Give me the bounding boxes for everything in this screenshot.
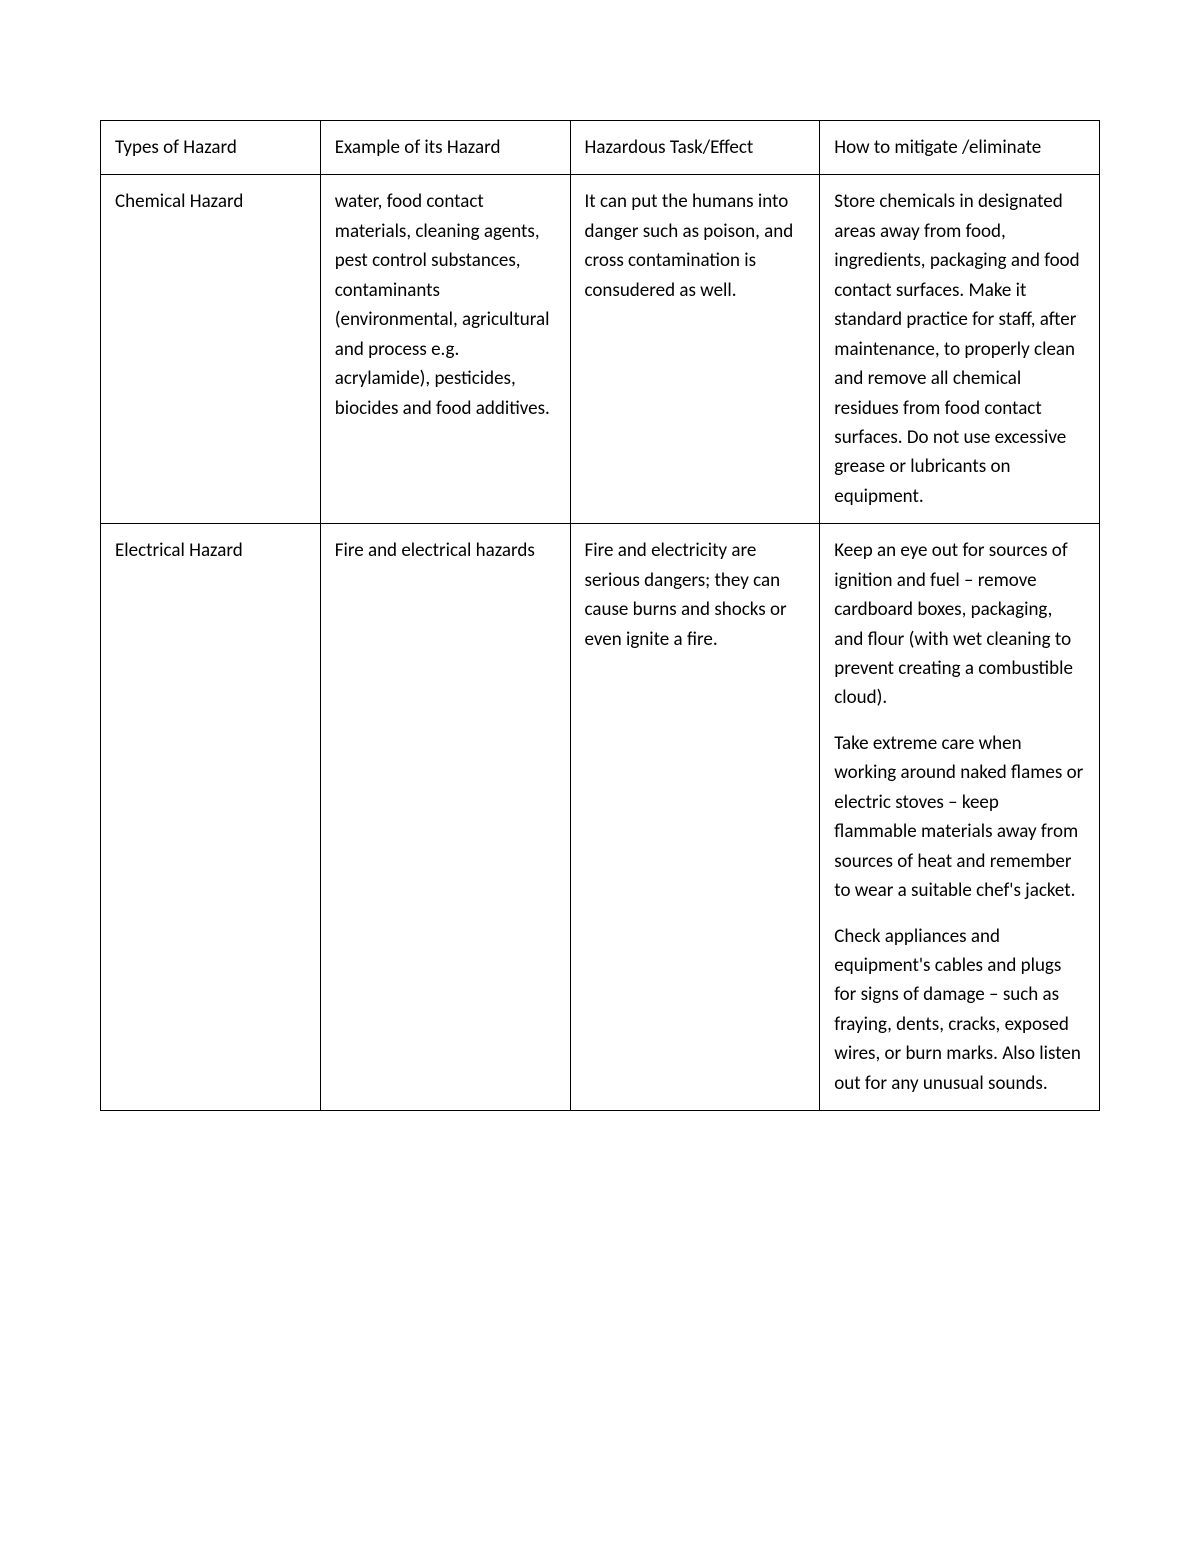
- mitigate-paragraph: Take extreme care when working around na…: [834, 729, 1085, 906]
- header-effect: Hazardous Task/Effect: [570, 121, 820, 175]
- header-types: Types of Hazard: [101, 121, 321, 175]
- cell-mitigate: Keep an eye out for sources of ignition …: [820, 524, 1100, 1111]
- cell-mitigate: Store chemicals in designated areas away…: [820, 175, 1100, 524]
- cell-example: Fire and electrical hazards: [320, 524, 570, 1111]
- mitigate-paragraph: Keep an eye out for sources of ignition …: [834, 536, 1085, 713]
- cell-example: water, food contact materials, cleaning …: [320, 175, 570, 524]
- header-example: Example of its Hazard: [320, 121, 570, 175]
- cell-effect: Fire and electricity are serious dangers…: [570, 524, 820, 1111]
- cell-type: Chemical Hazard: [101, 175, 321, 524]
- table-header: Types of Hazard Example of its Hazard Ha…: [101, 121, 1100, 175]
- table-row: Electrical Hazard Fire and electrical ha…: [101, 524, 1100, 1111]
- mitigate-paragraph: Check appliances and equipment's cables …: [834, 922, 1085, 1099]
- mitigate-paragraph: Store chemicals in designated areas away…: [834, 187, 1085, 511]
- cell-effect: It can put the humans into danger such a…: [570, 175, 820, 524]
- hazard-table: Types of Hazard Example of its Hazard Ha…: [100, 120, 1100, 1111]
- header-mitigate: How to mitigate /eliminate: [820, 121, 1100, 175]
- cell-type: Electrical Hazard: [101, 524, 321, 1111]
- table-body: Chemical Hazard water, food contact mate…: [101, 175, 1100, 1111]
- table-row: Chemical Hazard water, food contact mate…: [101, 175, 1100, 524]
- table-header-row: Types of Hazard Example of its Hazard Ha…: [101, 121, 1100, 175]
